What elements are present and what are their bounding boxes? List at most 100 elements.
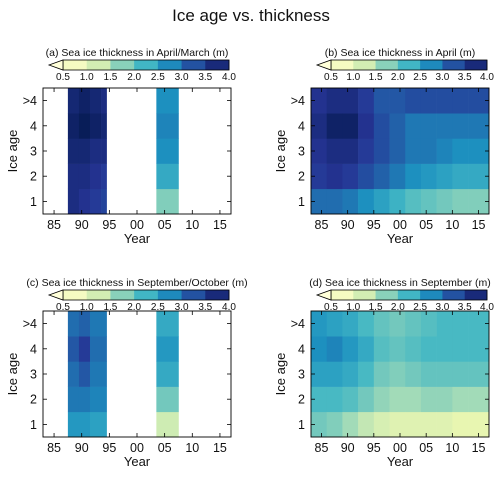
panel-c-heatmap-cell — [67, 311, 80, 337]
panel-b-heatmap-cell — [358, 163, 375, 190]
panel-c-y-tick-label: 1 — [30, 418, 37, 432]
panel-c-colorbar-tick-label: 2.5 — [151, 302, 165, 313]
panel-c-y-tick-label: >4 — [23, 317, 37, 331]
panel-a-heatmap-cell — [101, 138, 107, 164]
panel-a-colorbar-tick-label: 0.5 — [56, 72, 70, 83]
panel-c-colorbar-tick-label: 0.5 — [56, 302, 70, 313]
panel-d-heatmap-cell — [420, 311, 437, 337]
panel-a-x-tick-label: 00 — [130, 218, 144, 232]
panel-b-colorbar-segment — [464, 60, 488, 70]
panel-a-x-tick-label: 15 — [213, 218, 227, 232]
panel-b-heatmap-cell — [389, 138, 406, 164]
panel-a-colorbar-tick-label: 1.5 — [103, 72, 117, 83]
panel-d-heatmap-cell — [405, 411, 422, 438]
panel-b-heatmap-cell — [373, 188, 390, 215]
panel-b-x-tick-label: 10 — [445, 218, 459, 232]
panel-b-heatmap-cell — [326, 138, 343, 164]
panel-b-heatmap-cell — [452, 113, 469, 139]
panel-d-heatmap-cell — [389, 311, 406, 337]
panel-d-heatmap-cell — [405, 386, 422, 413]
panel-d-heatmap-cell — [420, 361, 437, 387]
panel-a-x-tick-label: 95 — [102, 218, 116, 232]
panel-d-heatmap-cell — [326, 386, 343, 413]
panel-c-x-tick-label: 95 — [102, 441, 116, 455]
panel-c-x-axis-label: Year — [124, 454, 151, 469]
panel-c-x-tick-label: 10 — [185, 441, 199, 455]
panel-b-heatmap-cell — [358, 113, 375, 139]
panel-d-heatmap-cell — [452, 361, 469, 387]
panel-d-heatmap-cell — [468, 361, 490, 387]
panel-b-heatmap-cell — [389, 113, 406, 139]
panel-a-colorbar-segment — [157, 60, 182, 70]
panel-d-y-tick-label: 3 — [298, 368, 305, 382]
panel-a-heatmap-cell — [156, 188, 179, 215]
panel-b-heatmap-cell — [452, 138, 469, 164]
panel-c-title: (c) Sea ice thickness in September/Octob… — [26, 277, 247, 289]
panel-d-heatmap-cell — [468, 311, 490, 337]
panel-b-heatmap-cell — [373, 88, 390, 114]
panel-c-colorbar-tick-label: 1.5 — [103, 302, 117, 313]
panel-d-title: (d) Sea ice thickness in September (m) — [309, 277, 490, 289]
panel-d-heatmap-cell — [342, 361, 359, 387]
panel-a-heatmap-cell — [90, 163, 102, 190]
panel-b-heatmap-cell — [468, 88, 490, 114]
panel-b-x-tick-label: 00 — [393, 218, 407, 232]
panel-c-x-tick-label: 15 — [213, 441, 227, 455]
panel-c-heatmap-cell — [90, 361, 107, 387]
panel-b-colorbar-segment — [375, 60, 399, 70]
panel-a-y-tick-label: 4 — [30, 119, 37, 133]
panel-b-heatmap-cell — [436, 113, 453, 139]
panel-c-colorbar-segment — [110, 290, 135, 300]
panel-b-colorbar-tick-label: 3.5 — [458, 72, 472, 83]
panel-a-colorbar-tick-label: 2.0 — [127, 72, 141, 83]
panel-d-heatmap-cell — [405, 336, 422, 362]
panel-d-heatmap-cell — [468, 411, 490, 438]
panel-b-heatmap-cell — [342, 138, 359, 164]
panel-b-heatmap-cell — [326, 113, 343, 139]
panel-d-heatmap-cell — [452, 411, 469, 438]
panel-d-heatmap-cell — [311, 411, 328, 438]
panel-a-colorbar-segment — [181, 60, 206, 70]
panel-d-heatmap-cell — [373, 411, 390, 438]
panel-b-colorbar-tick-label: 2.5 — [413, 72, 427, 83]
panel-c-x-tick-label: 85 — [47, 441, 61, 455]
panel-d-heatmap-cell — [420, 386, 437, 413]
panel-a-heatmap-cell — [67, 163, 80, 190]
panel-d-colorbar-tick-label: 4.0 — [480, 302, 494, 313]
panel-c-colorbar-segment — [63, 290, 88, 300]
panel-d-heatmap-cell — [405, 361, 422, 387]
panel-a-colorbar-tick-label: 1.0 — [80, 72, 94, 83]
panel-c-heatmap-cell — [156, 336, 179, 362]
panel-d-colorbar-segment — [353, 290, 376, 300]
panel-d-colorbar-segment — [331, 290, 354, 300]
panel-b-colorbar-tick-label: 4.0 — [480, 72, 494, 83]
panel-d-y-tick-label: 1 — [298, 418, 305, 432]
panel-a-colorbar-tick-label: 3.5 — [198, 72, 212, 83]
panel-b-heatmap-cell — [405, 163, 422, 190]
panel-a-colorbar-segment — [63, 60, 88, 70]
panel-d-x-tick-label: 15 — [472, 441, 486, 455]
panel-c-colorbar-segment — [86, 290, 111, 300]
panel-b-heatmap-cell — [420, 163, 437, 190]
panel-b-colorbar-tick-label: 1.0 — [346, 72, 360, 83]
panel-b-x-tick-label: 90 — [341, 218, 355, 232]
panel-c-y-tick-label: 4 — [30, 342, 37, 356]
panel-b-heatmap-cell — [468, 163, 490, 190]
panel-a-heatmap-cell — [78, 88, 91, 114]
panel-b-heatmap-cell — [436, 163, 453, 190]
panel-b-heatmap-cell — [452, 163, 469, 190]
panel-d-heatmap-cell — [358, 386, 375, 413]
panel-c-x-tick-label: 05 — [158, 441, 172, 455]
panel-d-x-tick-label: 00 — [393, 441, 407, 455]
panel-c-heatmap-cell — [67, 361, 80, 387]
panel-b-colorbar-tick-label: 3.0 — [435, 72, 449, 83]
panel-c-y-tick-label: 3 — [30, 368, 37, 382]
panel-d-heatmap-cell — [452, 386, 469, 413]
panel-a-heatmap-cell — [78, 138, 91, 164]
panel-d-colorbar-tick-label: 0.5 — [324, 302, 338, 313]
panel-d-x-tick-label: 90 — [341, 441, 355, 455]
panel-b-heatmap-cell — [468, 188, 490, 215]
panel-d-colorbar-tick-label: 1.5 — [369, 302, 383, 313]
panel-c-x-tick-label: 90 — [75, 441, 89, 455]
panel-b-colorbar-tick-label: 2.0 — [391, 72, 405, 83]
